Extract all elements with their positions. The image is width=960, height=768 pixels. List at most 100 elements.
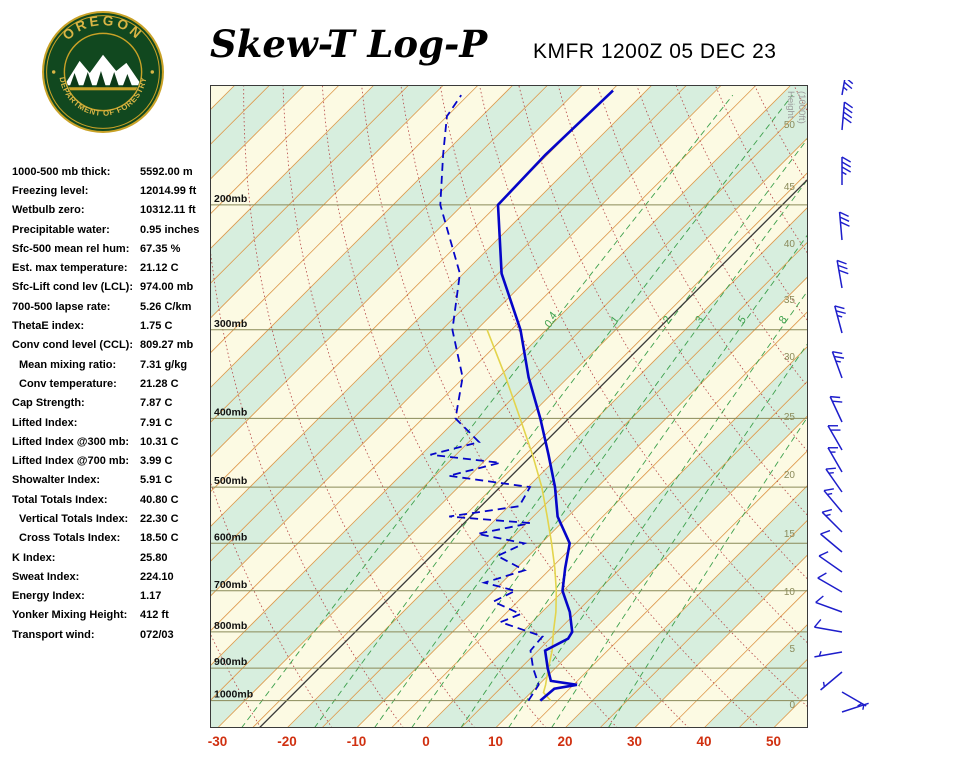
index-value: 224.10 bbox=[140, 570, 174, 583]
page-title: Skew-T Log-P bbox=[210, 22, 488, 66]
wind-barb bbox=[841, 80, 854, 96]
isotherm-line bbox=[599, 519, 808, 728]
index-value: 25.80 bbox=[140, 551, 168, 564]
index-row: Total Totals Index: 40.80 C bbox=[12, 490, 210, 509]
wind-barb bbox=[841, 101, 854, 131]
index-value: 7.87 C bbox=[140, 397, 173, 410]
height-tick-label: 15 bbox=[784, 529, 796, 540]
wind-barb-column bbox=[808, 80, 960, 746]
index-value: 412 ft bbox=[140, 609, 169, 622]
dry-adiabat-line bbox=[636, 85, 808, 388]
index-label: 700-500 lapse rate: bbox=[12, 300, 111, 313]
pressure-label: 800mb bbox=[214, 620, 247, 632]
index-row: Lifted Index: 7.91 C bbox=[12, 413, 210, 432]
wind-barb bbox=[813, 619, 843, 633]
plot-frame bbox=[210, 85, 808, 728]
temp-axis-label: -20 bbox=[277, 734, 297, 749]
temp-axis-label: -30 bbox=[207, 734, 228, 749]
odf-logo: OREGON DEPARTMENT OF FORESTRY bbox=[41, 10, 165, 134]
temp-axis-label: 10 bbox=[487, 734, 504, 749]
mixing-ratio-label: 8 bbox=[777, 314, 791, 326]
wind-barb bbox=[814, 651, 843, 658]
index-label: K Index: bbox=[12, 551, 56, 564]
mixing-ratio-line bbox=[411, 178, 808, 728]
skewt-chart: 0.4 1 2 3 5 8 200mb 300mb 400mb 500mb 600mb 700mb 80… bbox=[210, 85, 808, 728]
index-value: 809.27 mb bbox=[140, 339, 194, 352]
index-label: Wetbulb zero: bbox=[12, 204, 85, 217]
isotherm-line bbox=[210, 85, 722, 598]
wind-barb bbox=[838, 211, 850, 241]
index-value: 5.91 C bbox=[140, 474, 173, 487]
mixing-ratio-line bbox=[313, 94, 793, 728]
index-row: Precipitable water: 0.95 inches bbox=[12, 220, 210, 239]
wind-barb bbox=[821, 508, 843, 533]
isotherm-line bbox=[425, 345, 808, 728]
index-label: Sweat Index: bbox=[12, 570, 80, 583]
isotherm-line bbox=[564, 484, 808, 728]
index-row: Cap Strength: 7.87 C bbox=[12, 394, 210, 413]
isotherm-line bbox=[210, 85, 792, 667]
pressure-label: 900mb bbox=[214, 656, 247, 668]
index-value: 40.80 C bbox=[140, 493, 179, 506]
index-value: 5592.00 m bbox=[140, 165, 193, 178]
seal-dot-right bbox=[150, 70, 155, 74]
index-value: 0.95 inches bbox=[140, 223, 200, 236]
index-label: Freezing level: bbox=[12, 184, 89, 197]
wind-barb bbox=[841, 691, 867, 707]
temp-axis-label: 0 bbox=[422, 734, 430, 749]
plot-area bbox=[210, 85, 808, 728]
index-label: Showalter Index: bbox=[12, 474, 101, 487]
pressure-label: 400mb bbox=[214, 406, 247, 418]
index-row: Sfc-500 mean rel hum: 67.35 % bbox=[12, 239, 210, 258]
index-label: Total Totals Index: bbox=[12, 493, 108, 506]
pressure-label: 300mb bbox=[214, 318, 247, 330]
station-datetime-label: KMFR 1200Z 05 DEC 23 bbox=[533, 40, 777, 63]
mixing-ratio-label: 2 bbox=[660, 315, 674, 327]
mixing-ratio-label: 1 bbox=[608, 315, 621, 326]
isotherm-line bbox=[210, 85, 444, 320]
isotherm-band bbox=[210, 85, 808, 728]
mixing-ratio-line bbox=[508, 289, 808, 728]
index-label: 1000-500 mb thick: bbox=[12, 165, 111, 178]
mixing-ratio-line bbox=[373, 137, 808, 728]
height-tick-label: 50 bbox=[784, 120, 796, 131]
height-axis-title-units: (1000ft) bbox=[796, 91, 807, 124]
index-label: Lifted Index @300 mb: bbox=[12, 435, 130, 448]
wind-barb bbox=[815, 595, 843, 613]
wind-barb bbox=[841, 702, 869, 713]
isotherm-line bbox=[210, 85, 653, 528]
dry-adiabat-line bbox=[361, 85, 689, 728]
isotherm-line bbox=[251, 171, 808, 728]
temp-axis-label: 40 bbox=[696, 734, 712, 749]
dry-adiabat-line bbox=[439, 85, 808, 708]
dry-adiabat-line bbox=[210, 244, 404, 728]
index-label: Cap Strength: bbox=[12, 397, 85, 410]
index-row: Wetbulb zero: 10312.11 ft bbox=[12, 201, 210, 220]
height-tick-label: 10 bbox=[784, 587, 796, 598]
isotherm-line bbox=[210, 85, 688, 563]
isotherm-line bbox=[321, 241, 808, 728]
index-value: 7.31 g/kg bbox=[140, 358, 188, 371]
index-value: 1.75 C bbox=[140, 320, 173, 333]
isotherm-line bbox=[668, 588, 808, 728]
index-value: 974.00 mb bbox=[140, 281, 194, 294]
isotherm-line bbox=[286, 206, 808, 728]
wind-barb bbox=[829, 395, 843, 423]
index-value: 7.91 C bbox=[140, 416, 173, 429]
index-value: 22.30 C bbox=[140, 512, 179, 525]
index-label: Est. max temperature: bbox=[12, 262, 128, 275]
index-value: 18.50 C bbox=[140, 532, 179, 545]
index-label: Sfc-500 mean rel hum: bbox=[12, 242, 130, 255]
mixing-ratio-line bbox=[551, 342, 808, 728]
isotherm-line bbox=[356, 275, 808, 728]
isotherm-line bbox=[210, 102, 808, 702]
mixing-ratio-label: 3 bbox=[693, 314, 707, 326]
index-value: 3.99 C bbox=[140, 455, 173, 468]
pressure-label: 500mb bbox=[214, 475, 247, 487]
wind-barb bbox=[827, 447, 843, 473]
skewt-plot: 0.4 1 2 3 5 8200mb300mb400mb500mb600mb700mb80… bbox=[210, 85, 808, 728]
isotherm-line bbox=[210, 85, 479, 354]
seal-dot-left bbox=[51, 70, 56, 74]
pressure-label: 1000mb bbox=[214, 689, 253, 701]
wind-barb bbox=[823, 488, 843, 513]
